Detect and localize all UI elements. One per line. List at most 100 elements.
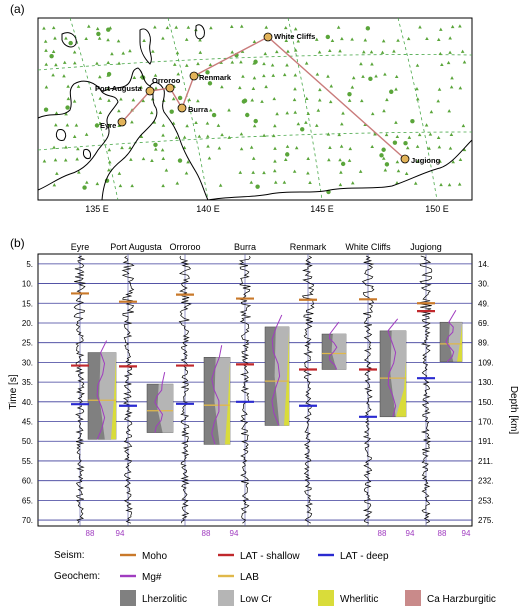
station-triangle	[318, 87, 322, 92]
station-triangle	[304, 96, 309, 100]
station-triangle	[316, 108, 321, 112]
station-triangle	[449, 85, 454, 89]
station-dot	[245, 112, 250, 118]
station-triangle	[153, 73, 158, 77]
station-triangle	[359, 98, 364, 103]
station-dot	[65, 105, 70, 110]
station-triangle	[98, 96, 103, 100]
station-triangle	[282, 72, 287, 77]
station-triangle	[437, 145, 442, 149]
station-dot	[106, 71, 112, 77]
station-dot	[255, 184, 260, 189]
station-triangle	[239, 147, 244, 151]
time-tick-label: 30.	[22, 358, 33, 367]
station-triangle	[76, 147, 80, 151]
station-triangle	[336, 25, 341, 29]
station-dot	[241, 99, 247, 104]
station-triangle	[208, 62, 213, 67]
station-triangle	[306, 156, 310, 160]
low-cr-fill	[99, 352, 116, 440]
legend-item-label: Ca Harzburgitic	[427, 594, 496, 605]
station-triangle	[448, 36, 452, 40]
station-triangle	[385, 97, 389, 102]
station-triangle	[98, 110, 103, 114]
mg-curve	[96, 340, 108, 440]
station-triangle	[117, 171, 122, 175]
station-triangle	[327, 157, 331, 162]
station-dot	[82, 185, 87, 190]
station-triangle	[130, 120, 134, 124]
station-triangle	[275, 49, 279, 54]
station-triangle	[51, 49, 56, 53]
station-triangle	[394, 120, 398, 124]
station-triangle	[438, 159, 442, 163]
station-triangle	[340, 122, 344, 126]
station-dot	[211, 112, 217, 118]
mg-tick-high: 94	[230, 529, 239, 538]
station-triangle	[296, 39, 301, 43]
station-triangle	[328, 48, 332, 53]
station-triangle	[457, 182, 462, 186]
station-triangle	[198, 50, 203, 54]
station-triangle	[51, 25, 56, 30]
station-triangle	[458, 86, 463, 90]
station-triangle	[107, 160, 112, 164]
mg-tick-high: 94	[462, 529, 471, 538]
station-triangle	[151, 49, 155, 53]
seismic-trace	[238, 255, 252, 524]
station-triangle	[262, 61, 266, 66]
station-triangle	[42, 159, 47, 163]
station-triangle	[165, 25, 170, 30]
station-triangle	[64, 112, 68, 116]
station-triangle	[175, 51, 180, 55]
station-triangle	[107, 168, 111, 172]
station-triangle	[230, 60, 235, 64]
station-triangle	[44, 85, 49, 89]
site-marker-renmark	[189, 71, 199, 81]
station-dot	[43, 107, 49, 112]
station-triangle	[293, 110, 298, 114]
station-triangle	[292, 97, 297, 102]
depth-tick-label: 130.	[478, 378, 494, 387]
station-triangle	[350, 181, 355, 185]
station-triangle	[293, 27, 298, 31]
station-triangle	[220, 132, 224, 137]
legend-seism-label: Seism:	[54, 550, 85, 561]
station-triangle	[446, 60, 451, 65]
station-triangle	[161, 156, 166, 160]
station-triangle	[450, 24, 455, 29]
station-triangle	[264, 84, 268, 89]
station-triangle	[196, 99, 200, 103]
depth-tick-label: 49.	[478, 299, 489, 308]
station-triangle	[238, 170, 243, 174]
time-tick-label: 50.	[22, 437, 33, 446]
station-triangle	[361, 74, 365, 78]
station-triangle	[66, 84, 70, 88]
station-triangle	[141, 156, 146, 161]
station-triangle	[139, 85, 143, 89]
station-triangle	[415, 144, 420, 148]
station-triangle	[141, 98, 146, 103]
site-markers	[117, 32, 410, 164]
time-tick-label: 15.	[22, 299, 33, 308]
time-tick-label: 70.	[22, 516, 33, 525]
station-triangle	[260, 99, 264, 103]
station-triangle	[314, 123, 319, 127]
station-triangle	[117, 61, 121, 65]
mg-tick-high: 94	[116, 529, 125, 538]
station-dot	[384, 162, 390, 167]
map-graticule	[37, 17, 473, 201]
station-dot	[392, 140, 398, 145]
station-triangle	[161, 36, 165, 40]
depth-tick-label: 170.	[478, 418, 494, 427]
station-label: Renmark	[290, 242, 327, 252]
station-triangle	[249, 180, 254, 184]
station-triangle	[52, 145, 56, 149]
legend-item-label: Low Cr	[240, 594, 272, 605]
station-triangle	[271, 73, 276, 77]
mg-tick-low: 88	[378, 529, 387, 538]
station-triangle	[292, 169, 297, 173]
station-triangle	[51, 73, 55, 77]
mg-tick-high: 94	[406, 529, 415, 538]
station-triangle	[392, 49, 396, 53]
